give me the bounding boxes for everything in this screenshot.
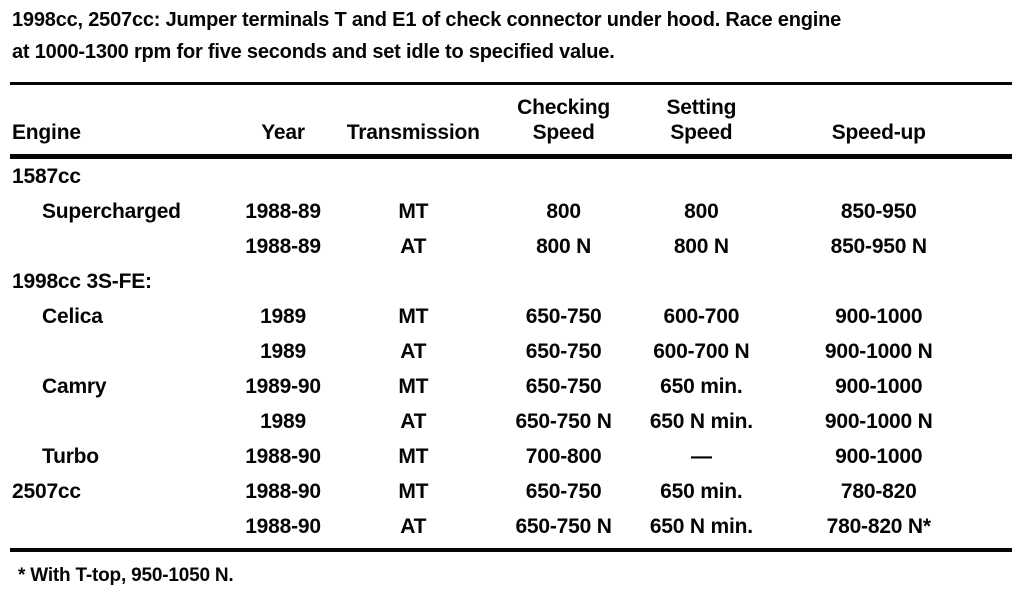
cell-speed-up: 850-950 (840, 200, 917, 224)
cell-checking-speed: 650-750 N (515, 410, 612, 434)
cell-setting-speed: 600-700 N (653, 340, 750, 364)
table-body: 1587cc Supercharged 1988-89 MT 800 800 8… (10, 157, 1012, 553)
cell-transmission: AT (400, 410, 427, 434)
cell-engine: 1998cc 3S-FE: (12, 270, 152, 294)
cell-transmission (331, 157, 496, 195)
cell-engine (10, 229, 235, 264)
cell-setting-speed: — (690, 445, 712, 469)
cell-setting-speed (631, 264, 771, 299)
cell-year (235, 264, 330, 299)
header-row: Engine Year Transmission Checking Speed … (10, 83, 1012, 160)
col-header-speed-up: Speed-up (771, 83, 1012, 160)
cell-checking-speed (496, 264, 631, 299)
col-header-engine: Engine (10, 83, 236, 160)
table-row: Turbo 1988-90 MT 700-800 — 900-1000 (10, 439, 1012, 474)
cell-transmission: MT (398, 305, 429, 329)
cell-checking-speed: 800 (546, 200, 581, 224)
table-row: Camry 1989-90 MT 650-750 650 min. 900-10… (10, 369, 1012, 404)
cell-transmission: AT (400, 235, 427, 259)
table-row: Celica 1989 MT 650-750 600-700 900-1000 (10, 299, 1012, 334)
cell-setting-speed: 800 (684, 200, 719, 224)
cell-engine: 2507cc (12, 480, 81, 504)
cell-checking-speed: 650-750 (525, 480, 602, 504)
table-row: 1998cc 3S-FE: (10, 264, 1012, 299)
cell-speed-up: 900-1000 (835, 305, 923, 329)
cell-engine (10, 404, 235, 439)
cell-year: 1989 (260, 340, 306, 364)
intro-text: 1998cc, 2507cc: Jumper terminals T and E… (12, 9, 842, 64)
table-row: 1989 AT 650-750 600-700 N 900-1000 N (10, 334, 1012, 369)
cell-engine (10, 509, 236, 553)
cell-year: 1988-90 (235, 509, 331, 553)
cell-setting-speed: 800 N (673, 235, 729, 259)
cell-year: 1988-89 (245, 200, 321, 224)
footnote-text: * With T-top, 950-1050 N. (18, 565, 234, 587)
cell-year: 1988-89 (245, 235, 321, 259)
table-row: 1587cc (10, 157, 1012, 195)
cell-engine: 1587cc (12, 165, 81, 189)
cell-engine: Celica (42, 305, 103, 329)
table-row: 1988-90 AT 650-750 N 650 N min. 780-820 … (10, 509, 1012, 553)
cell-speed-up: 780-820 (840, 480, 917, 504)
cell-checking-speed: 650-750 (525, 340, 602, 364)
cell-speed-up: 900-1000 N (824, 340, 933, 364)
cell-transmission: AT (330, 509, 496, 553)
cell-speed-up: 900-1000 N (824, 410, 933, 434)
cell-year: 1989 (260, 305, 306, 329)
cell-transmission: MT (398, 375, 429, 399)
cell-checking-speed: 650-750 (525, 375, 602, 399)
cell-checking-speed: 650-750 (525, 305, 602, 329)
cell-speed-up: 900-1000 (835, 445, 923, 469)
cell-speed-up: 780-820 N* (771, 509, 1012, 553)
cell-transmission: AT (400, 340, 427, 364)
cell-year: 1988-90 (245, 445, 321, 469)
cell-setting-speed (631, 157, 771, 195)
cell-speed-up: 900-1000 (835, 375, 923, 399)
col-header-transmission: Transmission (330, 83, 496, 160)
table-row: 2507cc 1988-90 MT 650-750 650 min. 780-8… (10, 474, 1012, 509)
cell-speed-up: 850-950 N (830, 235, 927, 259)
cell-transmission: MT (398, 480, 429, 504)
cell-setting-speed: 650 N min. (631, 509, 772, 553)
cell-setting-speed: 650 min. (660, 375, 743, 399)
cell-engine: Supercharged (42, 200, 181, 224)
cell-checking-speed: 700-800 (525, 445, 602, 469)
cell-engine: Turbo (42, 445, 99, 469)
cell-setting-speed: 600-700 (663, 305, 740, 329)
cell-speed-up (771, 264, 1012, 299)
cell-checking-speed: 800 N (536, 235, 592, 259)
cell-checking-speed (496, 157, 631, 195)
cell-checking-speed: 650-750 N (495, 509, 632, 553)
cell-transmission: MT (398, 445, 429, 469)
cell-engine: Camry (42, 375, 107, 399)
table-row: Supercharged 1988-89 MT 800 800 850-950 (10, 194, 1012, 229)
cell-year: 1988-90 (245, 480, 321, 504)
table-row: 1988-89 AT 800 N 800 N 850-950 N (10, 229, 1012, 264)
cell-setting-speed: 650 N min. (649, 410, 753, 434)
table-header: Engine Year Transmission Checking Speed … (10, 83, 1012, 160)
cell-setting-speed: 650 min. (660, 480, 743, 504)
table-row: 1989 AT 650-750 N 650 N min. 900-1000 N (10, 404, 1012, 439)
cell-year (235, 157, 330, 195)
cell-transmission: MT (398, 200, 429, 224)
cell-transmission (331, 264, 496, 299)
cell-year: 1989-90 (245, 375, 321, 399)
cell-engine (10, 334, 235, 369)
col-header-checking-speed: Checking Speed (495, 83, 632, 160)
cell-year: 1989 (260, 410, 306, 434)
cell-speed-up (771, 157, 1012, 195)
col-header-setting-speed: Setting Speed (631, 83, 772, 160)
col-header-year: Year (235, 83, 331, 160)
idle-speed-table: Engine Year Transmission Checking Speed … (10, 81, 1012, 553)
